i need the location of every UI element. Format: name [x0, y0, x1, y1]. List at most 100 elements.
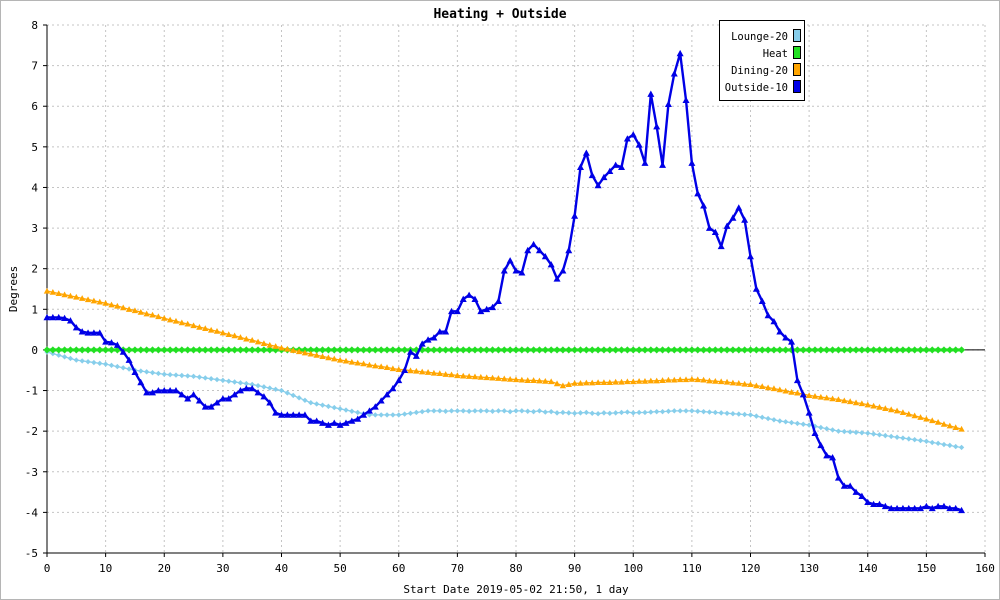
data-point-dining-20: [694, 376, 701, 383]
data-point-lounge-20: [847, 429, 853, 435]
data-point-lounge-20: [712, 409, 719, 416]
data-point-heat: [72, 346, 80, 354]
data-point-lounge-20: [102, 361, 109, 367]
data-point-dining-20: [893, 407, 901, 414]
data-point-heat: [313, 346, 321, 354]
data-point-heat: [705, 346, 714, 354]
data-point-heat: [922, 346, 930, 354]
data-point-lounge-20: [56, 352, 62, 358]
data-point-dining-20: [166, 316, 174, 323]
data-point-outside-10: [776, 328, 784, 335]
data-point-dining-20: [383, 364, 391, 370]
data-point-dining-20: [178, 319, 186, 326]
data-point-lounge-20: [272, 386, 279, 393]
data-point-outside-10: [342, 419, 350, 426]
data-point-lounge-20: [829, 427, 836, 433]
data-point-outside-10: [90, 329, 98, 336]
data-point-outside-10: [747, 253, 754, 260]
data-point-outside-10: [846, 482, 854, 489]
data-point-dining-20: [149, 311, 156, 318]
data-point-lounge-20: [384, 412, 390, 418]
data-point-dining-20: [114, 302, 121, 309]
data-point-outside-10: [576, 163, 584, 170]
data-point-heat: [207, 346, 215, 354]
data-point-heat: [682, 346, 690, 354]
data-point-outside-10: [512, 267, 520, 274]
data-point-lounge-20: [612, 410, 619, 416]
data-point-dining-20: [184, 320, 191, 327]
x-tick-label: 60: [392, 562, 405, 575]
legend-item-outside-10: Outside-10: [725, 80, 801, 94]
data-point-heat: [453, 346, 461, 354]
data-point-outside-10: [260, 393, 268, 400]
data-point-dining-20: [706, 377, 713, 384]
data-point-outside-10: [705, 224, 713, 231]
legend-box: [719, 20, 805, 101]
data-point-lounge-20: [319, 402, 326, 408]
data-point-outside-10: [207, 403, 215, 410]
data-point-heat: [576, 346, 585, 354]
data-point-dining-20: [735, 380, 742, 386]
data-point-heat: [529, 346, 538, 354]
data-point-heat: [805, 346, 813, 354]
data-point-dining-20: [137, 308, 144, 315]
data-point-lounge-20: [278, 387, 285, 394]
data-point-lounge-20: [894, 434, 900, 440]
data-point-lounge-20: [870, 431, 877, 437]
data-point-dining-20: [788, 388, 795, 395]
data-point-dining-20: [589, 379, 596, 386]
data-point-dining-20: [155, 313, 162, 320]
y-tick-label: -4: [25, 506, 39, 519]
data-point-outside-10: [430, 334, 438, 341]
data-point-lounge-20: [530, 408, 537, 415]
data-point-dining-20: [290, 347, 297, 353]
data-point-lounge-20: [349, 408, 355, 414]
chart-title: Heating + Outside: [433, 7, 566, 22]
data-point-lounge-20: [788, 419, 795, 426]
data-point-heat: [60, 346, 69, 354]
data-point-heat: [166, 346, 174, 354]
data-point-lounge-20: [431, 408, 437, 414]
x-tick-label: 130: [799, 562, 819, 575]
data-point-dining-20: [143, 310, 150, 317]
data-point-dining-20: [583, 379, 590, 386]
data-point-dining-20: [841, 397, 848, 404]
data-point-lounge-20: [642, 409, 648, 416]
data-point-heat: [858, 346, 866, 354]
data-point-outside-10: [166, 387, 174, 394]
data-point-dining-20: [336, 356, 344, 363]
data-point-dining-20: [817, 393, 825, 400]
data-point-dining-20: [776, 386, 784, 393]
legend-label: Heat: [763, 48, 788, 60]
data-point-lounge-20: [777, 418, 783, 424]
data-point-dining-20: [530, 377, 537, 383]
data-point-dining-20: [430, 369, 438, 376]
y-tick-label: 1: [31, 303, 38, 316]
data-point-dining-20: [342, 357, 350, 364]
data-point-outside-10: [612, 161, 620, 168]
data-point-outside-10: [875, 500, 883, 508]
legend-item-lounge-20: Lounge-20: [731, 29, 801, 43]
data-point-heat: [946, 346, 954, 354]
data-point-heat: [395, 346, 403, 354]
data-point-lounge-20: [126, 366, 132, 372]
data-point-outside-10: [96, 329, 104, 336]
data-point-outside-10: [442, 328, 450, 335]
data-point-lounge-20: [665, 408, 672, 414]
y-axis-label: Degrees: [7, 266, 20, 312]
data-point-outside-10: [283, 411, 291, 418]
data-point-lounge-20: [267, 385, 273, 391]
data-point-heat: [670, 346, 678, 354]
data-point-outside-10: [764, 311, 772, 319]
data-point-dining-20: [43, 287, 51, 294]
data-point-lounge-20: [630, 410, 636, 416]
data-point-heat: [559, 346, 567, 354]
data-point-outside-10: [354, 415, 362, 422]
data-point-heat: [916, 346, 925, 354]
data-point-outside-10: [231, 391, 239, 398]
data-point-lounge-20: [753, 413, 760, 419]
data-point-lounge-20: [472, 408, 478, 414]
data-point-dining-20: [55, 290, 62, 297]
data-point-heat: [471, 346, 479, 354]
data-point-dining-20: [190, 322, 197, 329]
